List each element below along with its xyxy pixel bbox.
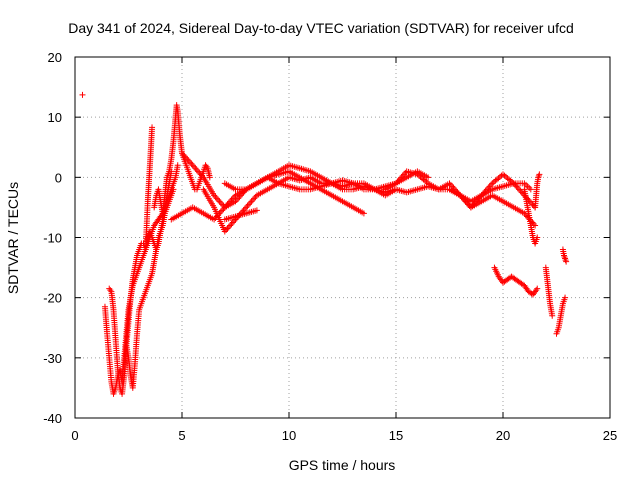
data-point [562,294,569,301]
data-point [549,312,556,319]
data-point [535,172,542,179]
data-point [243,204,250,211]
data-point [188,160,195,167]
series-right-rise [532,171,543,211]
series-isolated [79,91,86,98]
data-point [487,181,494,188]
data-point [215,196,222,203]
data-point [527,186,534,193]
x-tick-label: 0 [71,428,78,443]
y-tick-label: 0 [55,170,62,185]
data-point [248,198,255,205]
data-point [529,201,536,208]
series-far-right-c [559,246,570,265]
data-point [563,258,570,265]
x-tick-label: 20 [496,428,510,443]
data-point [360,210,367,217]
series-upper-a [151,102,213,217]
y-tick-label: -20 [43,291,62,306]
x-axis-label: GPS time / hours [289,457,396,473]
data-point [534,285,541,292]
data-point [217,199,224,206]
data-point [229,195,236,202]
data-point [249,196,256,203]
data-point [516,186,523,193]
data-point [251,195,258,202]
data-point [425,174,432,181]
data-point [206,174,213,181]
x-tick-label: 15 [389,428,403,443]
y-tick-label: -10 [43,231,62,246]
y-tick-label: -40 [43,411,62,426]
data-point [192,165,199,172]
y-tick-label: 20 [48,50,62,65]
data-point [518,189,525,196]
data-point [189,162,196,169]
data-point [228,220,235,227]
x-tick-label: 5 [178,428,185,443]
data-points [79,91,570,397]
data-point [107,287,114,294]
data-point [217,208,224,215]
series-right-hump [382,168,539,211]
x-tick-labels: 0 5 10 15 20 25 [71,428,617,443]
data-point [219,207,226,214]
series-far-right-b [553,294,569,337]
data-point [447,181,454,188]
series-far-right-a [542,264,556,319]
data-point [224,225,231,232]
y-tick-label: -30 [43,351,62,366]
data-point [227,222,234,229]
data-point [562,255,569,262]
y-tick-labels: -40 -30 -20 -10 0 10 20 [43,50,62,426]
data-point [187,159,194,166]
series-low-tail [491,264,541,298]
x-tick-label: 10 [282,428,296,443]
series-right-descent [521,186,541,247]
data-point [193,166,200,173]
data-point [512,181,519,188]
data-point [220,202,227,209]
data-point [245,201,252,208]
data-point [174,162,181,169]
data-point [534,234,541,241]
data-point [536,171,543,178]
data-point [216,198,223,205]
data-point [247,199,254,206]
x-tick-label: 25 [603,428,617,443]
data-point [149,124,156,131]
y-tick-label: 10 [48,110,62,125]
data-point [253,207,260,214]
data-point [229,219,236,226]
data-point [244,202,251,209]
data-point [213,195,220,202]
grid-lines [75,57,610,418]
data-point [191,163,198,170]
series-spike [142,124,156,253]
y-axis-label: SDTVAR / TECUs [5,182,21,294]
data-point [235,195,242,202]
axis-ticks [74,56,611,419]
series-right-loop [446,180,534,205]
chart-title: Day 341 of 2024, Sidereal Day-to-day VTE… [68,20,574,36]
data-point [79,91,86,98]
series-low-band [221,207,260,223]
data-point [170,186,177,193]
